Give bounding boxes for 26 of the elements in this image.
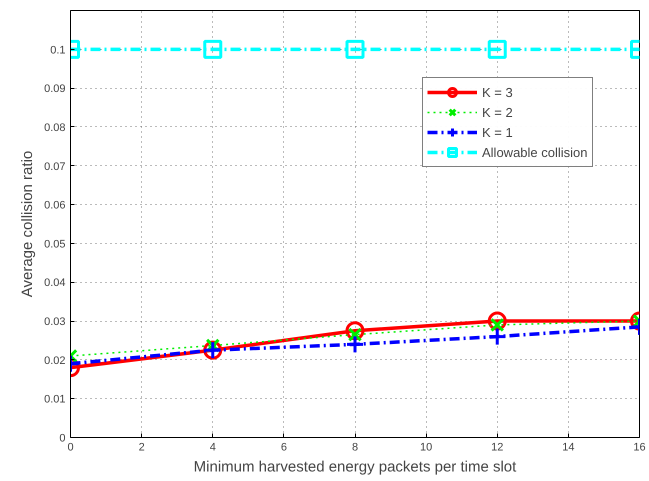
y-tick-label: 0.02 bbox=[44, 354, 66, 367]
legend-label: Allowable collision bbox=[482, 144, 588, 161]
y-tick-label: 0.1 bbox=[50, 44, 66, 56]
x-tick-label: 12 bbox=[491, 442, 504, 454]
x-axis-title: Minimum harvested energy packets per time slot bbox=[194, 458, 518, 476]
y-tick-label: 0.04 bbox=[44, 277, 66, 290]
y-tick-label: 0.09 bbox=[44, 83, 66, 96]
y-tick-label: 0.06 bbox=[44, 200, 66, 212]
legend-label: K = 1 bbox=[482, 124, 513, 141]
y-axis-title: Average collision ratio bbox=[19, 150, 36, 298]
x-tick-label: 10 bbox=[420, 442, 432, 454]
y-tick-label: 0.07 bbox=[44, 160, 66, 173]
y-tick-label: 0.08 bbox=[44, 122, 66, 134]
y-tick-label: 0.05 bbox=[44, 238, 66, 250]
x-tick-label: 2 bbox=[138, 442, 145, 454]
x-tick-label: 8 bbox=[352, 442, 358, 454]
legend-label: K = 2 bbox=[482, 104, 513, 121]
y-tick-label: 0.01 bbox=[44, 394, 66, 406]
x-tick-label: 0 bbox=[67, 442, 74, 454]
x-tick-label: 16 bbox=[633, 442, 646, 454]
x-tick-label: 6 bbox=[280, 442, 287, 454]
y-tick-label: 0 bbox=[59, 432, 66, 444]
y-tick-label: 0.03 bbox=[44, 316, 66, 328]
x-tick-label: 4 bbox=[210, 442, 216, 454]
legend-label: K = 3 bbox=[482, 84, 513, 101]
x-tick-label: 14 bbox=[562, 442, 575, 454]
